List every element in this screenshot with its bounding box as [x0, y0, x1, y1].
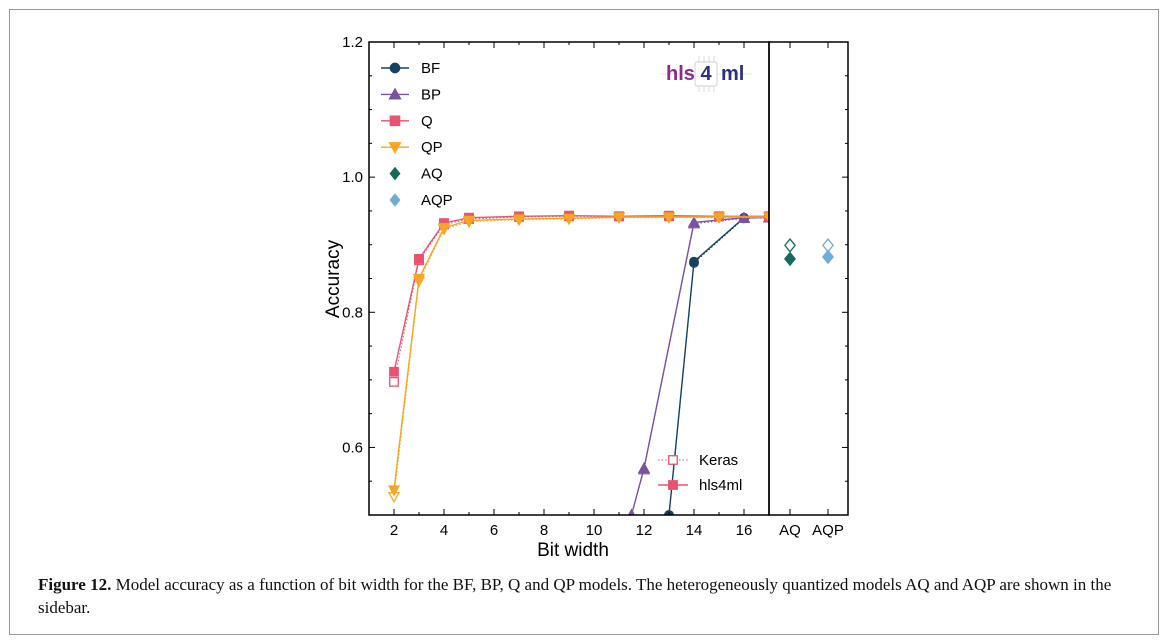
- legend-label: AQ: [421, 166, 443, 183]
- series-layer: [387, 210, 834, 515]
- legend-marker: [389, 115, 401, 127]
- legend-entry-bf: BF: [381, 60, 440, 77]
- style-legend-marker: [668, 480, 678, 490]
- legend-marker: [389, 166, 401, 181]
- q-hls4ml-line: [393, 214, 769, 372]
- qp-hls4ml-point: [612, 212, 626, 224]
- qp-hls4ml-point: [712, 212, 726, 224]
- y-tick-label: 1.0: [342, 169, 363, 186]
- x-tick-label: 12: [636, 522, 653, 539]
- qp-hls4ml-line: [393, 216, 769, 491]
- bp-keras-line: [631, 217, 769, 515]
- qp-hls4ml-point: [437, 223, 451, 235]
- y-axis-title: Accuracy: [323, 239, 344, 318]
- aqp-hls4ml-marker: [822, 249, 834, 265]
- qp-hls4ml-point: [762, 212, 769, 224]
- legend-label: BP: [421, 86, 441, 103]
- logo-text-left: hls: [666, 63, 695, 85]
- bp-hls4ml-point: [687, 216, 701, 228]
- legend-entry-q: Q: [381, 113, 433, 130]
- x-tick-label: 2: [390, 522, 398, 539]
- legend-marker: [389, 62, 401, 74]
- legend-entry-aq: AQ: [389, 166, 443, 183]
- style-legend-keras: Keras: [658, 452, 738, 469]
- x-tick-label: 16: [736, 522, 753, 539]
- q-keras-line: [393, 215, 769, 382]
- y-tick-label: 0.8: [342, 304, 363, 321]
- sidebar-tick-label: AQP: [812, 522, 844, 539]
- qp-hls4ml-point: [462, 215, 476, 227]
- q-keras-point: [389, 376, 399, 387]
- legend-marker: [388, 87, 402, 100]
- legend-marker: [388, 142, 402, 155]
- bf-hls4ml-line: [668, 216, 769, 515]
- qp-hls4ml-point: [662, 212, 676, 224]
- logo-text-right: ml: [721, 63, 744, 85]
- qp-hls4ml-point: [512, 214, 526, 226]
- x-tick-label: 14: [686, 522, 703, 539]
- style-legend-hls4ml: hls4ml: [658, 477, 742, 494]
- style-legend-label: Keras: [699, 452, 738, 469]
- legend-marker: [389, 193, 401, 207]
- aq-hls4ml-marker: [784, 251, 796, 267]
- figure-frame: [9, 9, 1159, 635]
- bp-hls4ml-line: [630, 216, 769, 515]
- sidebar-tick-label: AQ: [779, 522, 801, 539]
- q-hls4ml-point: [389, 366, 399, 377]
- logo-chip-outline: [660, 56, 752, 92]
- legend-label: QP: [421, 139, 443, 156]
- figure-caption: Figure 12. Model accuracy as a function …: [38, 573, 1128, 619]
- style-legend-marker: [668, 455, 678, 465]
- caption-label: Figure 12.: [38, 575, 112, 594]
- legend-label: Q: [421, 113, 433, 130]
- sidebar-plot-frame: [768, 41, 849, 516]
- qp-hls4ml-point: [412, 273, 426, 285]
- x-tick-label: 8: [540, 522, 548, 539]
- style-legend-label: hls4ml: [699, 477, 742, 494]
- legend-label: AQP: [421, 192, 453, 209]
- qp-hls4ml-point: [387, 485, 401, 497]
- bp-hls4ml-point: [637, 462, 651, 474]
- aq-keras-marker: [784, 238, 796, 253]
- x-tick-label: 10: [586, 522, 603, 539]
- x-tick-label: 6: [490, 522, 498, 539]
- qp-hls4ml-point: [562, 213, 576, 225]
- q-hls4ml-point: [414, 254, 424, 264]
- main-plot-series: [387, 210, 769, 515]
- ticks-layer: 2 4 6 8 10 12 14 16 0.6 0.8 1.0 1.2 AQ AQP: [342, 34, 848, 539]
- bf-hls4ml-point: [689, 256, 699, 267]
- y-tick-label: 1.2: [342, 34, 363, 51]
- x-axis-title: Bit width: [537, 540, 609, 561]
- axes-layer: [368, 41, 849, 516]
- y-tick-label: 0.6: [342, 439, 363, 456]
- legend-entry-aqp: AQP: [389, 192, 453, 209]
- legend-entry-qp: QP: [381, 139, 443, 156]
- caption-text: Model accuracy as a function of bit widt…: [38, 575, 1112, 617]
- legend-entry-bp: BP: [381, 86, 441, 103]
- logo-text-box: 4: [700, 63, 712, 85]
- hls4ml-logo: hls 4 ml: [660, 56, 752, 92]
- x-tick-label: 4: [440, 522, 448, 539]
- legend-label: BF: [421, 60, 440, 77]
